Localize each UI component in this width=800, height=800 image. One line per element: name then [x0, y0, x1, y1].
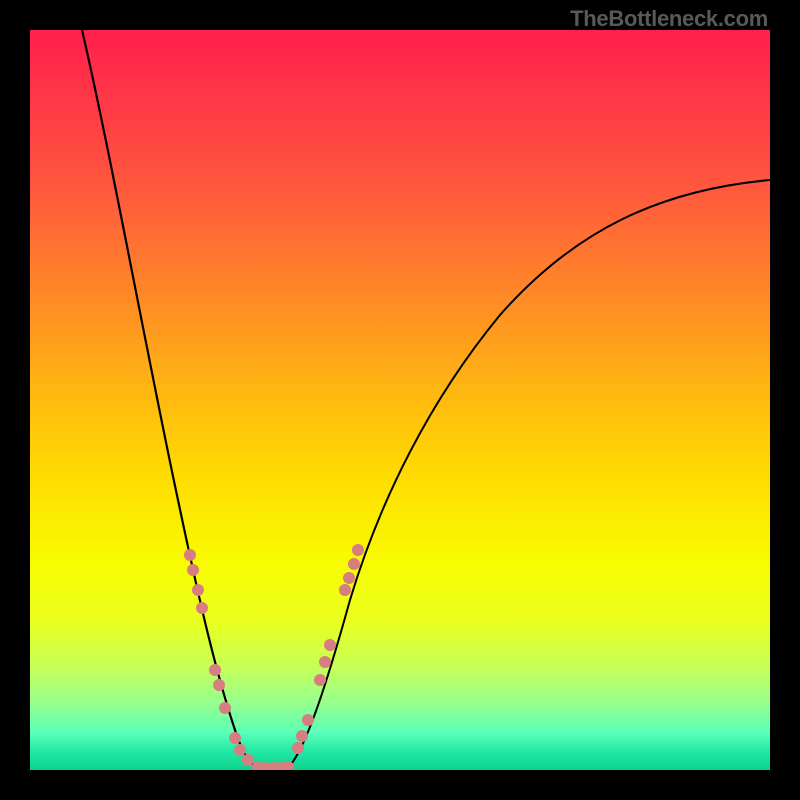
marker-point: [348, 558, 360, 570]
marker-point: [196, 602, 208, 614]
marker-point: [292, 742, 304, 754]
marker-point: [242, 754, 254, 766]
curve-left: [82, 30, 260, 768]
marker-point: [209, 664, 221, 676]
curve-right: [288, 180, 770, 768]
plot-area: [30, 30, 770, 770]
marker-point: [219, 702, 231, 714]
marker-point: [319, 656, 331, 668]
marker-point: [213, 679, 225, 691]
marker-point: [296, 730, 308, 742]
marker-point: [192, 584, 204, 596]
marker-point: [302, 714, 314, 726]
marker-group: [184, 544, 364, 770]
marker-point: [234, 744, 246, 756]
marker-point: [339, 584, 351, 596]
marker-point: [314, 674, 326, 686]
watermark-text: TheBottleneck.com: [570, 6, 768, 32]
marker-point: [187, 564, 199, 576]
marker-point: [343, 572, 355, 584]
marker-point: [352, 544, 364, 556]
marker-point: [229, 732, 241, 744]
marker-point: [184, 549, 196, 561]
marker-point: [324, 639, 336, 651]
curves-layer: [30, 30, 770, 770]
